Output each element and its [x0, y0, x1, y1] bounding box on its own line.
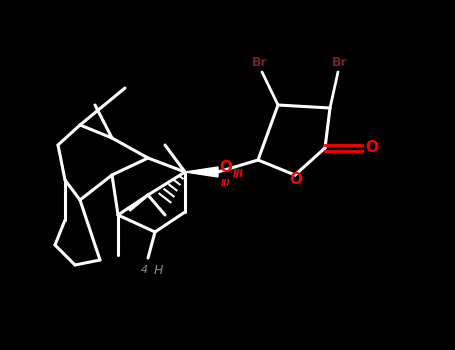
- Text: 4: 4: [141, 265, 148, 275]
- Text: Br: Br: [252, 56, 268, 69]
- Text: III: III: [233, 169, 243, 179]
- Polygon shape: [185, 167, 218, 177]
- Text: O: O: [289, 173, 303, 188]
- Text: O: O: [365, 140, 379, 155]
- Text: Br: Br: [332, 56, 348, 69]
- Text: H: H: [154, 264, 163, 276]
- Text: III: III: [221, 180, 231, 189]
- Text: O: O: [219, 161, 233, 175]
